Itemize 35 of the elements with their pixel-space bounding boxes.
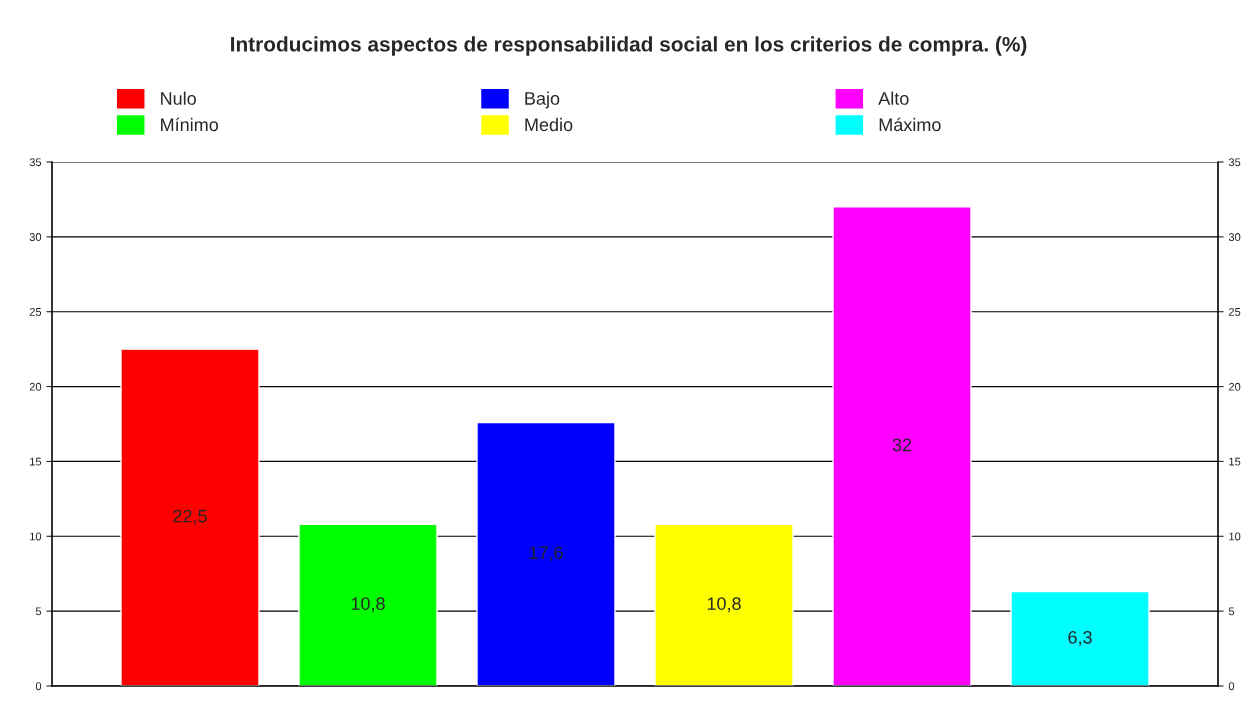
data-label: 10,8: [707, 597, 741, 613]
y2-tick-label: 35: [1228, 158, 1241, 167]
data-label: 32: [892, 438, 912, 452]
legend-label: Máximo: [879, 117, 941, 132]
y-tick-label: 15: [30, 457, 42, 466]
legend-label: Mínimo: [161, 117, 219, 132]
y-tick-label: 25: [29, 307, 42, 316]
y-tick-label: 20: [29, 382, 42, 391]
data-label: 10,8: [351, 597, 385, 613]
y2-tick-label: 5: [1228, 607, 1235, 616]
y-tick-label: 35: [29, 158, 42, 167]
y2-tick-label: 15: [1229, 457, 1241, 466]
y2-tick-label: 20: [1228, 382, 1241, 391]
y-tick-label: 10: [30, 532, 42, 541]
y2-tick-label: 0: [1228, 682, 1235, 691]
legend-label: Nulo: [161, 91, 196, 105]
legend-label: Medio: [525, 117, 573, 132]
bar: [120, 348, 260, 686]
y-tick-label: 0: [35, 682, 42, 691]
legend-label: Bajo: [525, 91, 560, 109]
bar: [476, 421, 616, 686]
y-tick-label: 5: [35, 607, 42, 616]
data-label: 6,3: [1068, 630, 1092, 646]
data-label: 17,6: [529, 546, 563, 562]
bar: [654, 523, 794, 686]
bar: [832, 206, 972, 686]
y2-tick-label: 10: [1229, 532, 1241, 541]
y-tick-label: 30: [29, 233, 42, 241]
bar: [298, 523, 438, 686]
y2-tick-label: 30: [1228, 233, 1241, 241]
chart-title: Introducimos aspectos de responsabilidad social en los criterios de compra. (%): [231, 36, 1027, 56]
legend-label: Alto: [878, 91, 909, 105]
data-label: 22,5: [173, 509, 207, 525]
bar: [1010, 590, 1150, 686]
y2-tick-label: 25: [1228, 307, 1241, 316]
